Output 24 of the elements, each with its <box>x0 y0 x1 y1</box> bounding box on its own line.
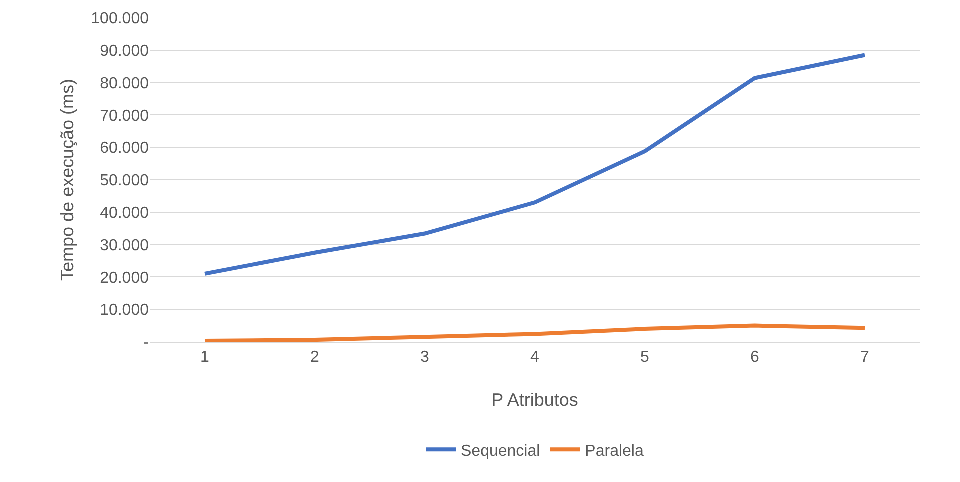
x-tick-label: 1 <box>200 349 210 366</box>
legend-label: Sequencial <box>461 442 540 460</box>
x-tick-label: 5 <box>640 349 650 366</box>
y-tick-label: 80.000 <box>100 75 150 92</box>
x-tick-label: 7 <box>860 349 870 366</box>
y-tick-label: 90.000 <box>100 43 150 60</box>
y-tick-label: - <box>144 334 149 352</box>
y-tick-label: 40.000 <box>100 205 150 222</box>
y-tick-label: 60.000 <box>100 140 150 158</box>
y-axis-title: Tempo de execução (ms) <box>57 78 78 282</box>
line-series <box>203 53 867 276</box>
y-tick-label: 70.000 <box>100 108 150 125</box>
x-tick-label: 2 <box>310 349 320 366</box>
x-tick-label: 6 <box>750 349 760 366</box>
x-axis-title: P Atributos <box>492 390 578 410</box>
y-tick-label: 20.000 <box>100 270 150 287</box>
legend-label: Paralela <box>585 442 644 460</box>
x-tick-label: 3 <box>420 349 430 366</box>
y-tick-label: 30.000 <box>100 237 150 254</box>
x-tick-label: 4 <box>530 349 540 366</box>
y-tick-label: 10.000 <box>100 302 150 320</box>
y-tick-label: 50.000 <box>100 172 150 190</box>
y-tick-label: 100.000 <box>91 10 150 28</box>
line-series <box>203 324 867 342</box>
